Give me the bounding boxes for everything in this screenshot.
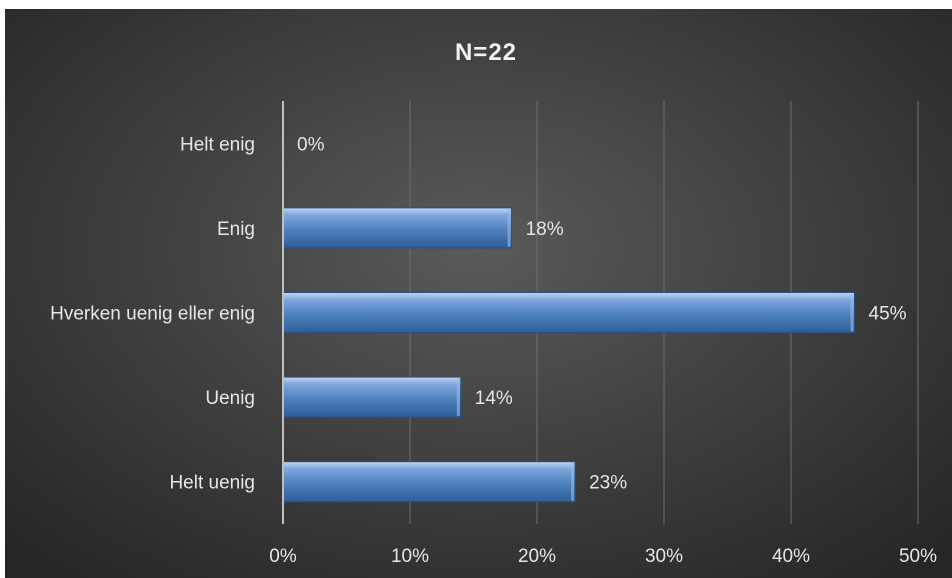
data-label: 0% — [297, 134, 325, 155]
category-label: Helt enig — [180, 134, 255, 155]
x-tick-label: 30% — [645, 546, 683, 567]
category-label: Helt uenig — [169, 473, 255, 494]
bar — [282, 207, 513, 249]
chart-title: N=22 — [455, 39, 517, 66]
bar — [282, 376, 462, 418]
x-tick-label: 20% — [518, 546, 556, 567]
x-tick-label: 10% — [391, 546, 429, 567]
category-label: Uenig — [205, 388, 255, 409]
bar-bevel — [571, 462, 575, 501]
data-label: 14% — [475, 388, 513, 409]
bar-bevel — [850, 293, 854, 332]
bar-rect — [282, 207, 513, 249]
bar-rect — [282, 376, 462, 418]
x-tick-label: 40% — [772, 546, 810, 567]
category-label: Enig — [217, 219, 255, 240]
x-tick-label: 0% — [269, 546, 297, 567]
bar-rect — [282, 461, 576, 503]
data-label: 23% — [589, 473, 627, 494]
bar-bevel — [507, 208, 511, 247]
bar-bevel — [456, 378, 460, 417]
data-label: 45% — [869, 304, 907, 325]
x-tick-label: 50% — [899, 546, 937, 567]
bar-chart: N=22 0% 10% 20% 30% 40% 50% Helt enig 0% Enig 18%… — [50, 39, 937, 567]
category-label: Hverken uenig eller enig — [50, 304, 255, 325]
bar — [282, 292, 855, 333]
labels: 0% 10% 20% 30% 40% 50% Helt enig 0% Enig 18% Hverk… — [50, 134, 937, 567]
bar — [282, 461, 576, 503]
bar-rect — [282, 292, 855, 333]
bars — [282, 207, 855, 503]
chart-area: N=22 0% 10% 20% 30% 40% 50% Helt enig 0% Enig 18%… — [5, 9, 952, 578]
data-label: 18% — [526, 219, 564, 240]
